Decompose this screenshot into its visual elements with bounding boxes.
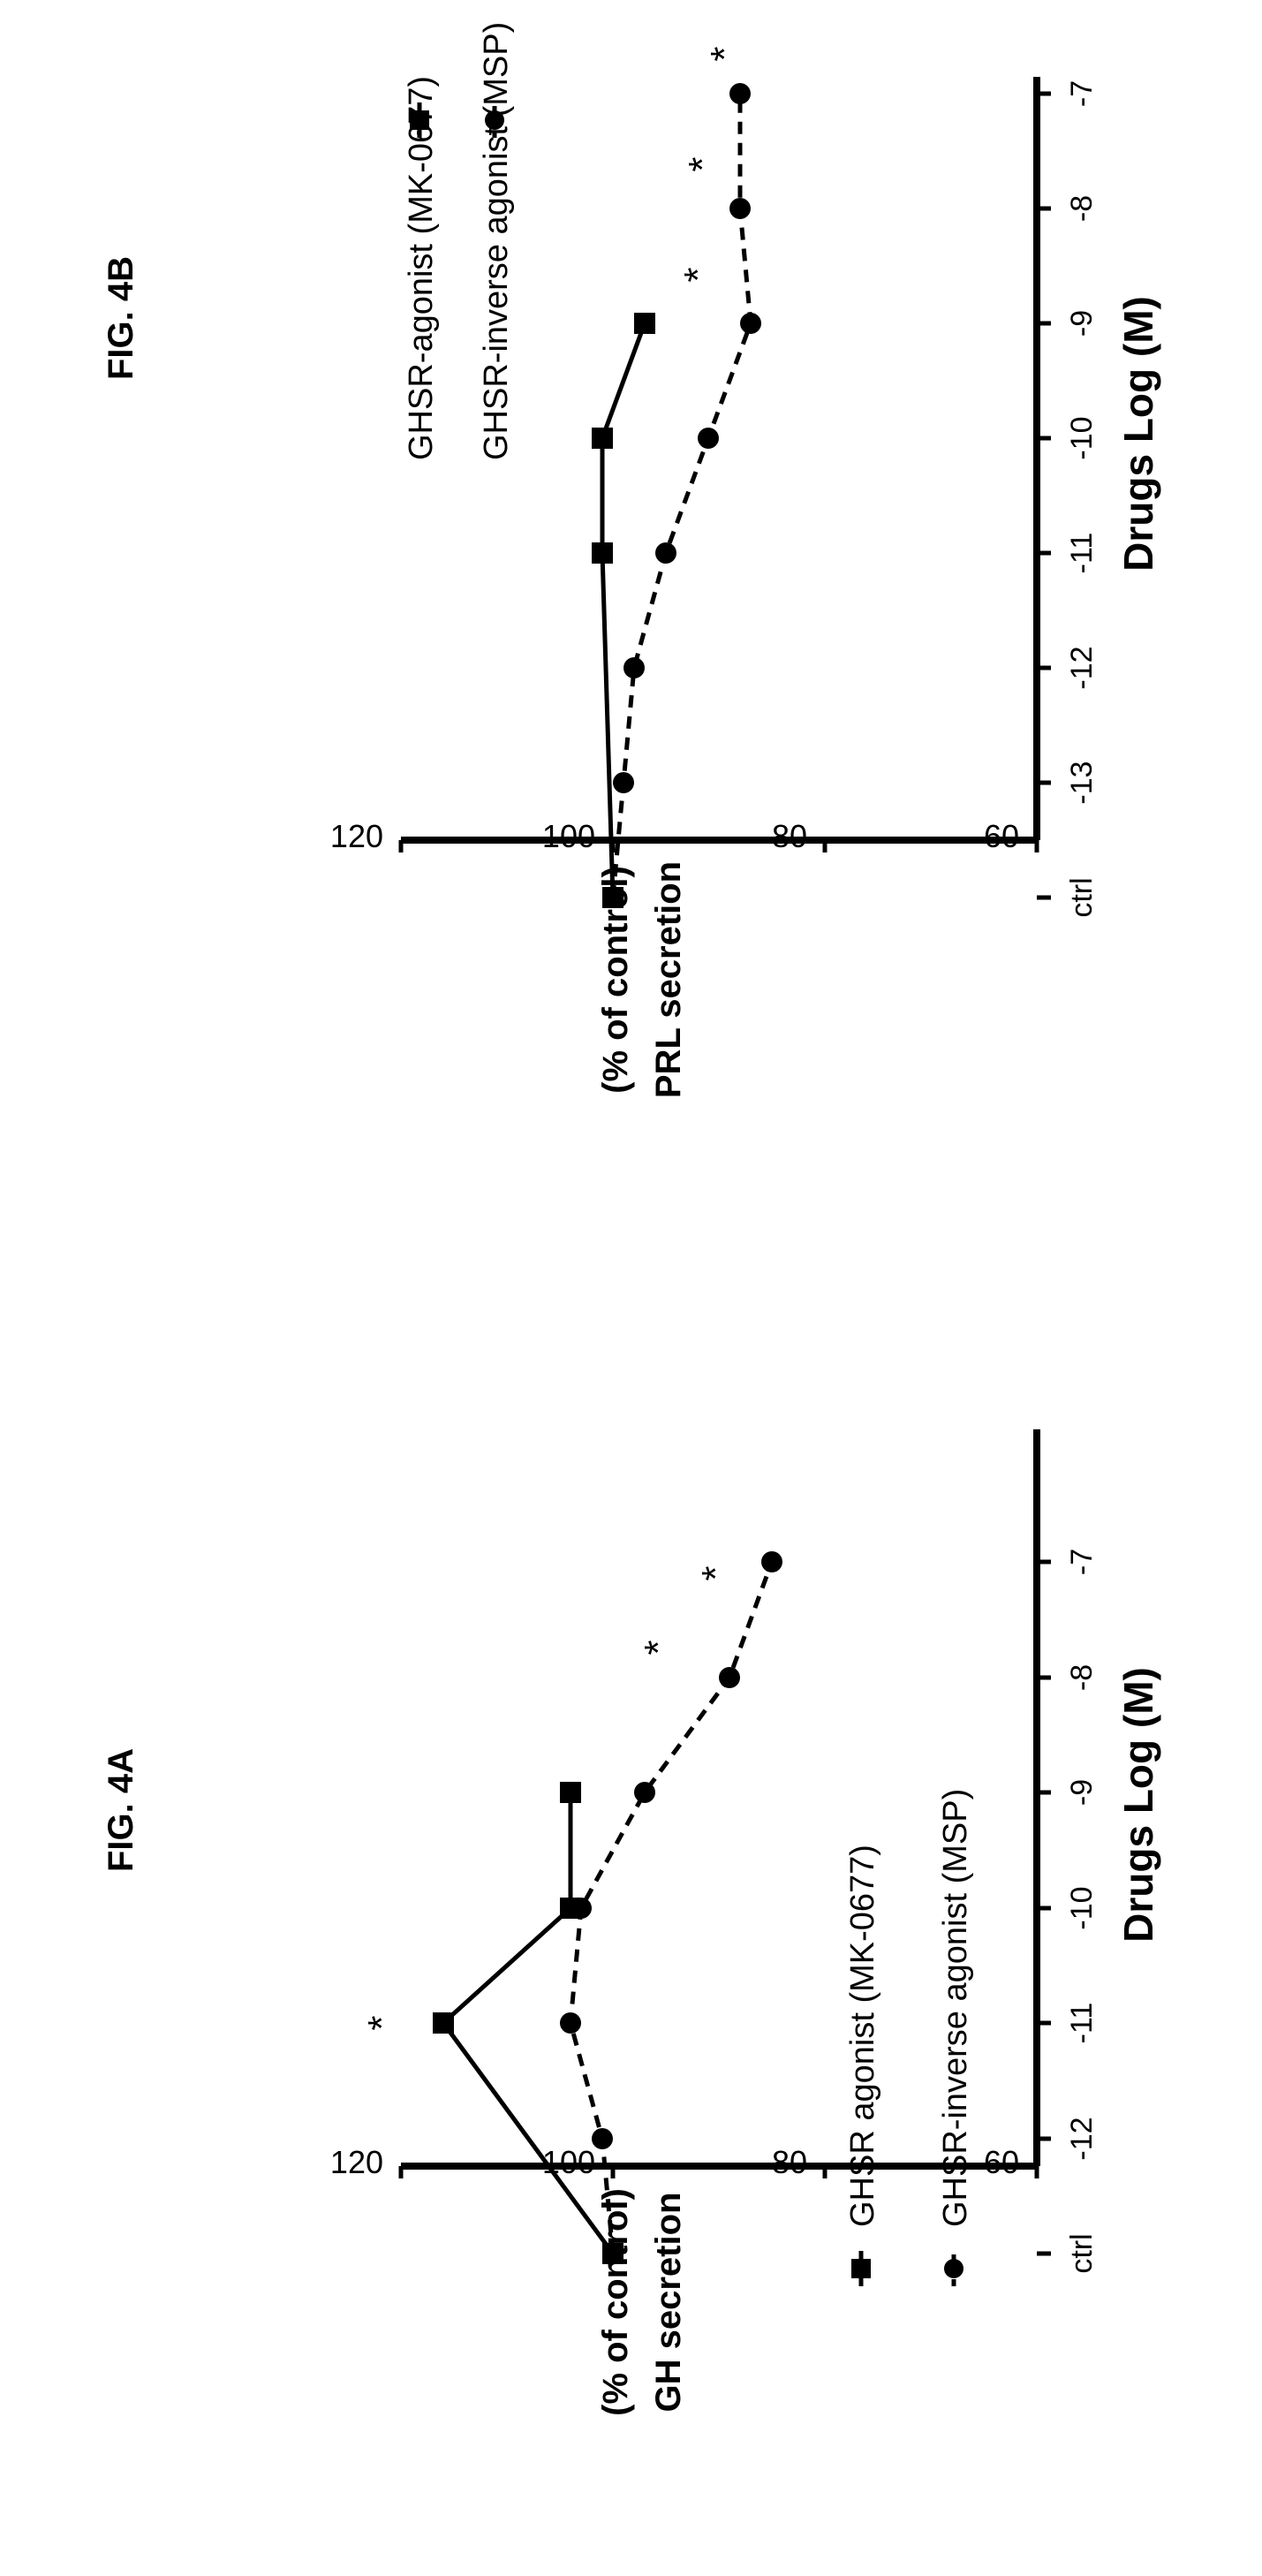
significance-star: *	[676, 267, 720, 282]
data-point	[592, 2128, 613, 2149]
data-point	[698, 428, 719, 449]
panel-4b-plot: 60 80 100 120 ctrl -13 -12 -11 -10 -9 -8 -7 * * *	[330, 46, 1099, 917]
data-point	[729, 83, 751, 104]
panel-4b-y-subtitle: (% of control)	[596, 866, 635, 1094]
y-tick-label: 80	[772, 818, 807, 854]
y-tick-label: 100	[542, 818, 595, 854]
data-point	[592, 542, 613, 564]
y-tick-label: 100	[542, 2144, 595, 2180]
y-tick-label: 120	[330, 818, 383, 854]
x-tick-label: -11	[1065, 533, 1099, 574]
panel-4b-legend: GHSR-agonist (MK-0677) GHSR-inverse agoni…	[403, 22, 515, 460]
x-tick-label: -9	[1065, 310, 1099, 337]
x-tick-label: -10	[1065, 416, 1099, 459]
significance-star: *	[703, 46, 746, 61]
data-point	[729, 198, 751, 219]
panel-4b-y-title: PRL secretion	[649, 861, 688, 1098]
data-point	[560, 1782, 581, 1803]
legend-marker	[851, 2259, 871, 2278]
data-point	[592, 428, 613, 449]
series-line-1	[613, 94, 751, 898]
panel-4a-plot: 60 80 100 120 ctrl -12 -11 -10 -9 -8 -7 * * *	[330, 1429, 1099, 2274]
panel-4b-title: FIG. 4B	[102, 256, 140, 380]
data-point	[571, 1898, 592, 1919]
y-tick-label: 60	[984, 818, 1019, 854]
legend-label: GHSR-agonist (MK-0677)	[403, 76, 440, 460]
x-tick-label: -7	[1065, 80, 1099, 107]
data-point	[613, 772, 634, 793]
x-tick-label: ctrl	[1065, 2233, 1099, 2273]
legend-label: GHSR-inverse agonist (MSP)	[937, 1789, 974, 2227]
data-point	[719, 1667, 740, 1688]
x-tick-label: -11	[1065, 2003, 1099, 2044]
x-tick-label: ctrl	[1065, 877, 1099, 917]
significance-star: *	[360, 2015, 404, 2030]
legend-label: GHSR agonist (MK-0677)	[844, 1845, 881, 2227]
significance-star: *	[681, 156, 724, 171]
x-tick-label: -12	[1065, 2117, 1099, 2160]
panel-4a-legend: GHSR agonist (MK-0677) GHSR-inverse agoni…	[844, 1789, 974, 2286]
data-point	[560, 2012, 581, 2034]
panel-4b: FIG. 4B 60 80 100 120 ctrl -13 -12 -11 -10 -9 -8 -7…	[102, 22, 1161, 1098]
panel-4a: FIG. 4A 60 80 100 120 ctrl -12 -11 -10 -9 -8 -7 * * *…	[102, 1429, 1161, 2416]
rotated-figure-group: FIG. 4A 60 80 100 120 ctrl -12 -11 -10 -9 -8 -7 * * *…	[102, 22, 1161, 2416]
x-tick-label: -7	[1065, 1549, 1099, 1575]
x-tick-label: -12	[1065, 646, 1099, 689]
y-tick-label: 60	[984, 2144, 1019, 2180]
panel-4a-x-title: Drugs Log (M)	[1115, 1667, 1161, 1943]
x-tick-label: -8	[1065, 1664, 1099, 1691]
y-tick-label: 80	[772, 2144, 807, 2180]
legend-marker	[944, 2259, 964, 2278]
data-point	[634, 1782, 655, 1803]
x-tick-label: -10	[1065, 1886, 1099, 1929]
data-point	[740, 313, 761, 334]
series-line-0	[443, 1792, 613, 2254]
y-tick-label: 120	[330, 2144, 383, 2180]
panel-4a-y-subtitle: (% of control)	[596, 2188, 635, 2416]
significance-star: *	[694, 1565, 737, 1580]
data-point	[623, 657, 645, 678]
panel-4b-x-title: Drugs Log (M)	[1115, 296, 1161, 572]
x-tick-label: -8	[1065, 195, 1099, 222]
panel-4a-y-title: GH secretion	[649, 2193, 688, 2413]
panel-4a-title: FIG. 4A	[102, 1748, 140, 1872]
significance-star: *	[637, 1640, 680, 1655]
legend-label: GHSR-inverse agonist (MSP)	[478, 22, 515, 460]
x-tick-label: -13	[1065, 761, 1099, 804]
data-point	[634, 313, 655, 334]
data-point	[433, 2012, 454, 2034]
x-tick-label: -9	[1065, 1779, 1099, 1806]
data-point	[761, 1551, 782, 1572]
series-line-0	[602, 323, 645, 898]
data-point	[655, 542, 676, 564]
series-line-1	[571, 1562, 772, 2254]
